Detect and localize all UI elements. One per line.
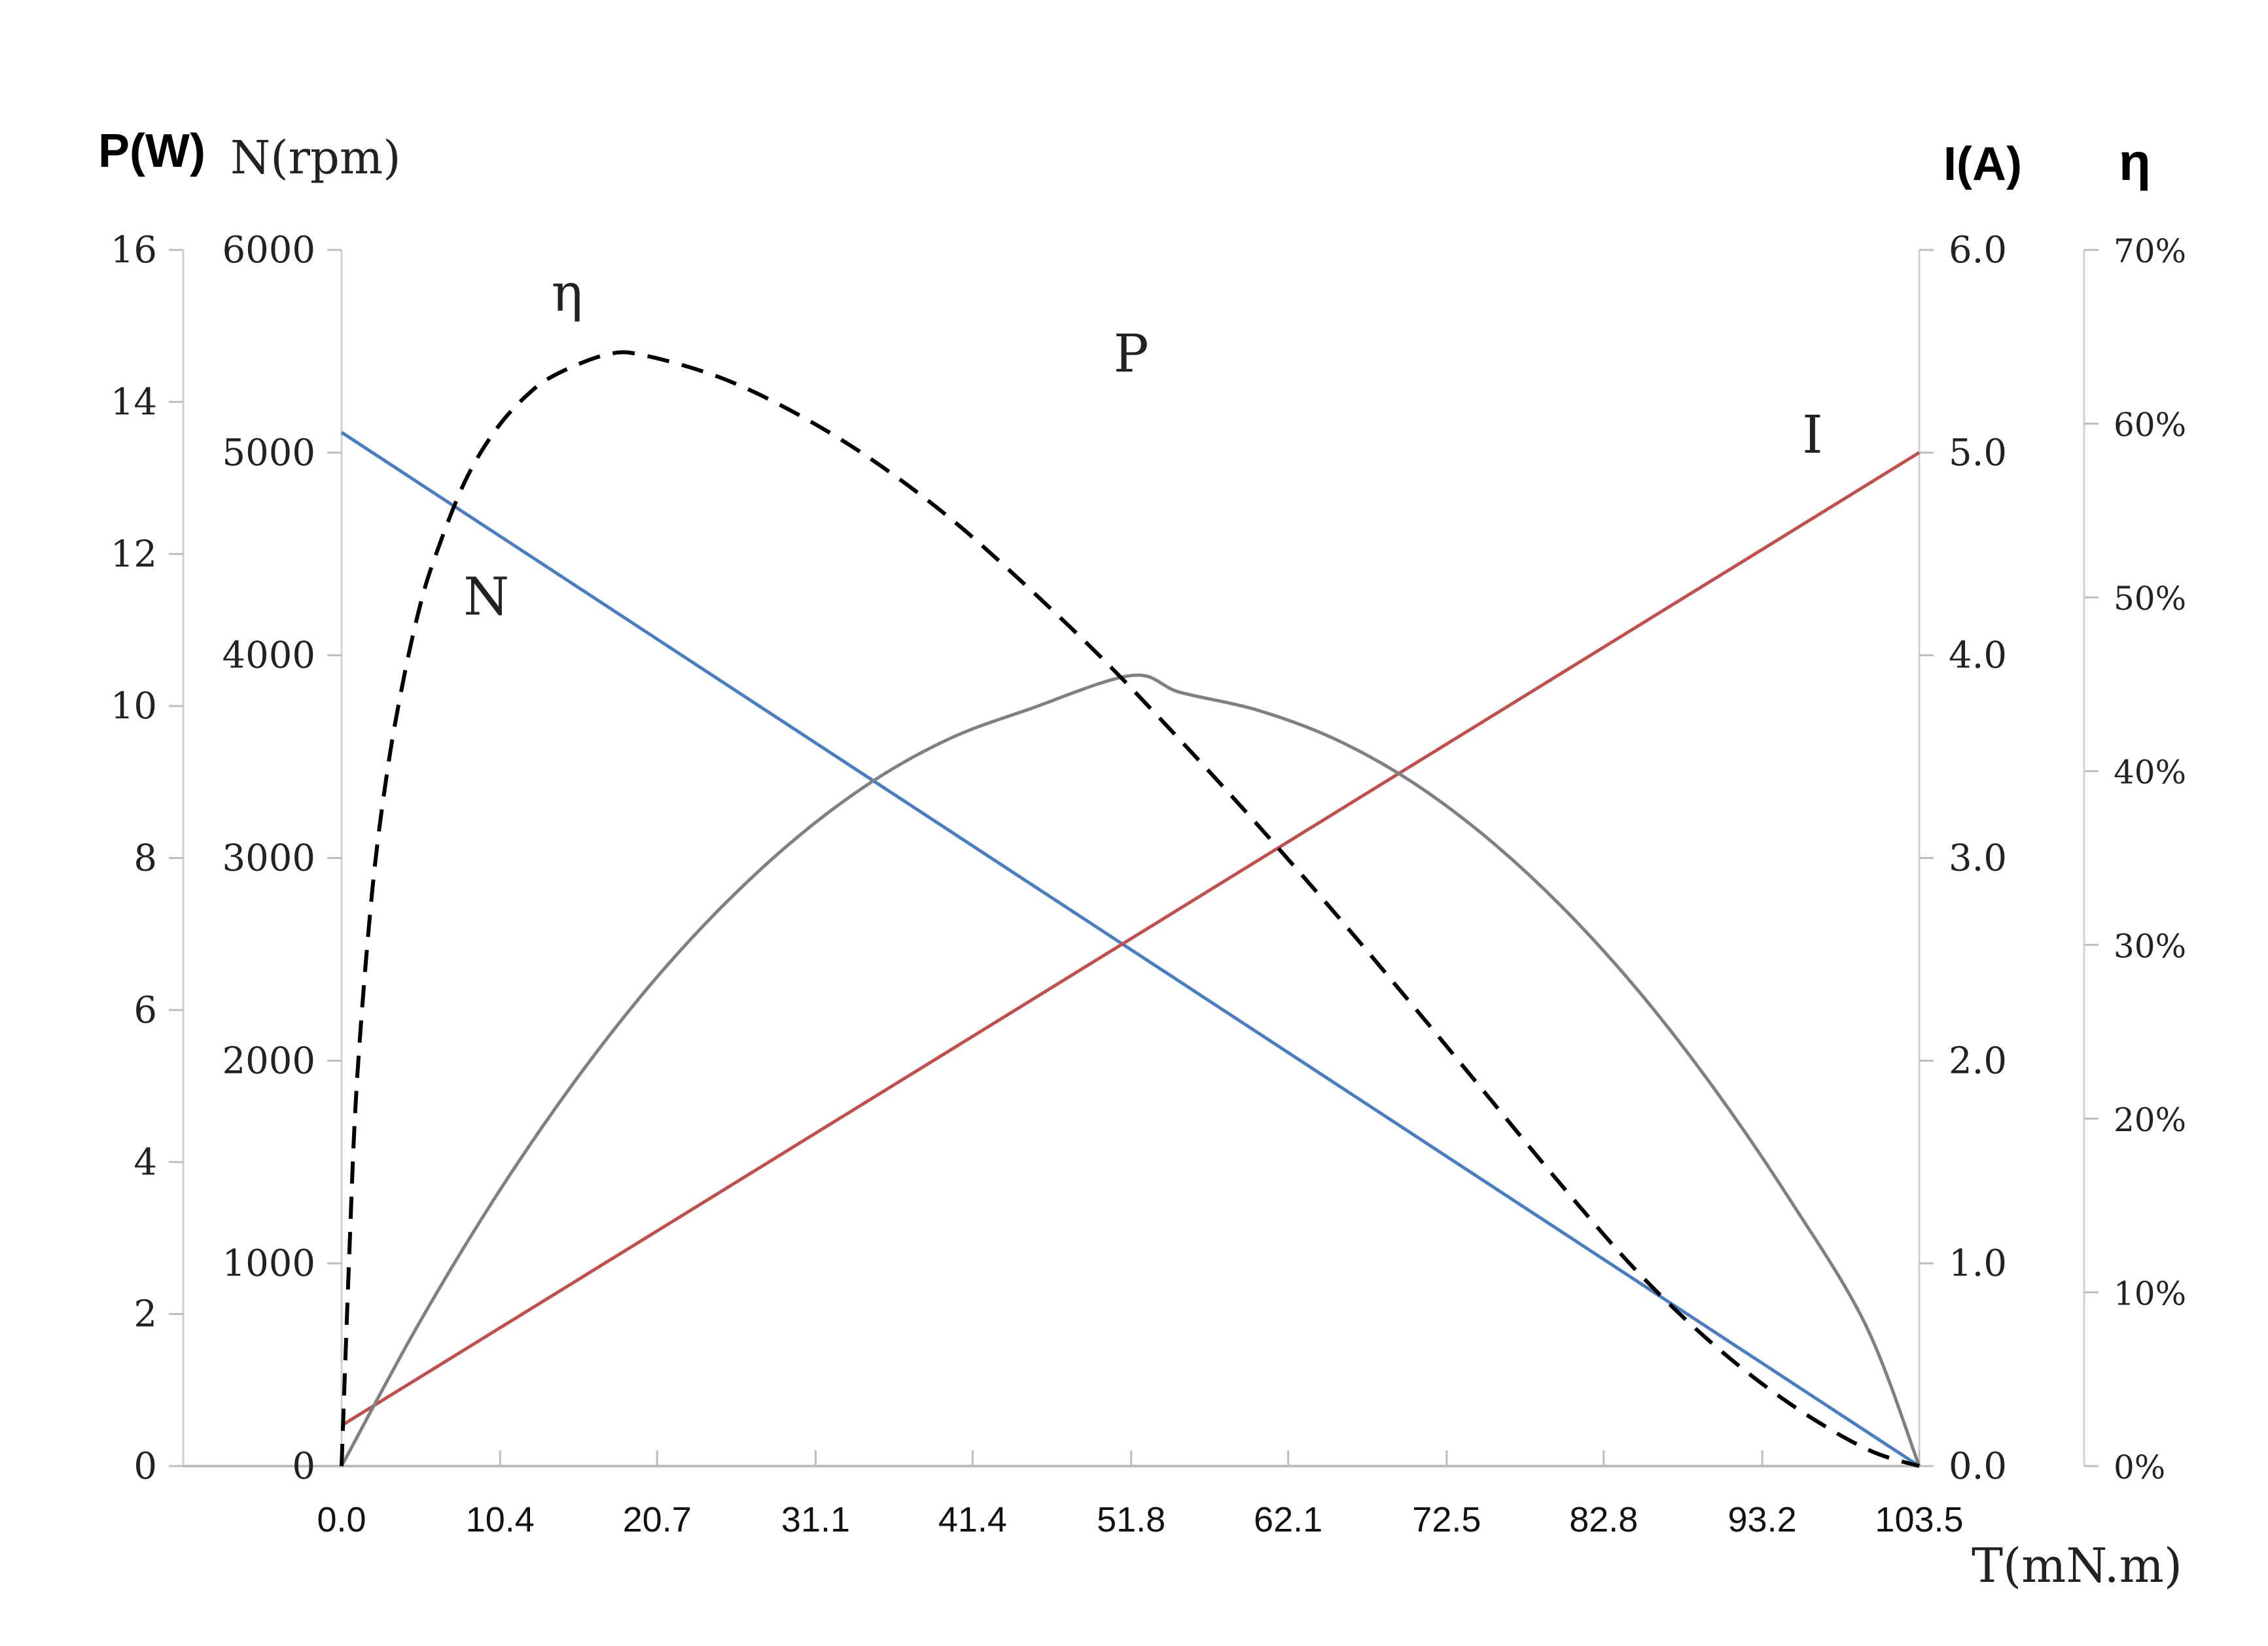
eta-tick-label: 10% xyxy=(2114,1274,2186,1312)
N-tick-label: 4000 xyxy=(222,635,315,677)
eta-tick-label: 40% xyxy=(2114,754,2186,792)
P-tick-label: 0 xyxy=(133,1445,157,1488)
I-tick-label: 5.0 xyxy=(1949,432,2007,474)
x-tick-label: 72.5 xyxy=(1412,1500,1481,1539)
x-tick-label: 41.4 xyxy=(938,1500,1007,1539)
series-eta-label: η xyxy=(552,262,583,323)
N-tick-label: 0 xyxy=(292,1445,315,1488)
series-eta-line xyxy=(340,350,1920,1468)
x-tick-label: 20.7 xyxy=(623,1500,692,1539)
series-N-label: N xyxy=(463,567,509,627)
eta-tick-label: 50% xyxy=(2114,580,2186,618)
eta-tick-label: 30% xyxy=(2114,927,2186,965)
x-tick-label: 31.1 xyxy=(781,1500,850,1539)
P-tick-label: 8 xyxy=(133,837,157,880)
eta-tick-label: 0% xyxy=(2114,1448,2165,1486)
x-tick-label: 82.8 xyxy=(1569,1500,1638,1539)
N-tick-label: 2000 xyxy=(222,1040,315,1082)
N-tick-label: 1000 xyxy=(222,1242,315,1285)
series-P-line xyxy=(340,673,1921,1467)
x-tick-label: 93.2 xyxy=(1728,1500,1797,1539)
x-tick-label: 10.4 xyxy=(466,1500,535,1539)
series-N-line xyxy=(340,430,1921,1468)
P-tick-label: 12 xyxy=(111,533,157,576)
P-tick-label: 4 xyxy=(133,1141,157,1183)
eta-tick-label: 20% xyxy=(2114,1101,2186,1139)
N-tick-label: 5000 xyxy=(222,432,315,474)
x-tick-label: 103.5 xyxy=(1875,1500,1963,1539)
I-tick-label: 2.0 xyxy=(1949,1040,2007,1082)
P-tick-label: 10 xyxy=(111,685,157,727)
i-axis-title: I(A) xyxy=(1943,138,2022,190)
series-layer xyxy=(340,350,1921,1468)
P-tick-label: 6 xyxy=(133,989,157,1032)
x-tick-label: 51.8 xyxy=(1097,1500,1165,1539)
labels-layer: 0 2 4 6 8 10 12 14 16 0 1000 2000 3000 4000 5000 6000 0.… xyxy=(98,125,2186,1593)
I-tick-label: 4.0 xyxy=(1949,635,2007,677)
series-P-label: P xyxy=(1114,323,1149,384)
N-tick-label: 6000 xyxy=(222,229,315,271)
I-tick-label: 1.0 xyxy=(1949,1242,2007,1285)
I-tick-label: 0.0 xyxy=(1949,1445,2007,1488)
x-tick-label: 0.0 xyxy=(317,1500,366,1539)
n-axis-title: N(rpm) xyxy=(230,131,401,184)
P-tick-label: 14 xyxy=(111,381,157,423)
eta-tick-label: 70% xyxy=(2114,232,2186,270)
series-I-label: I xyxy=(1802,404,1823,465)
x-axis-title: T(mN.m) xyxy=(1972,1538,2182,1593)
eta-axis-title: η xyxy=(2119,133,2151,191)
I-tick-label: 3.0 xyxy=(1949,837,2007,880)
I-tick-label: 6.0 xyxy=(1949,229,2007,271)
N-tick-label: 3000 xyxy=(222,837,315,880)
x-tick-label: 62.1 xyxy=(1254,1500,1322,1539)
p-axis-title: P(W) xyxy=(98,125,205,177)
P-tick-label: 16 xyxy=(111,229,157,271)
series-I-line xyxy=(340,451,1921,1427)
P-tick-label: 2 xyxy=(133,1293,157,1336)
eta-tick-label: 60% xyxy=(2114,406,2186,444)
